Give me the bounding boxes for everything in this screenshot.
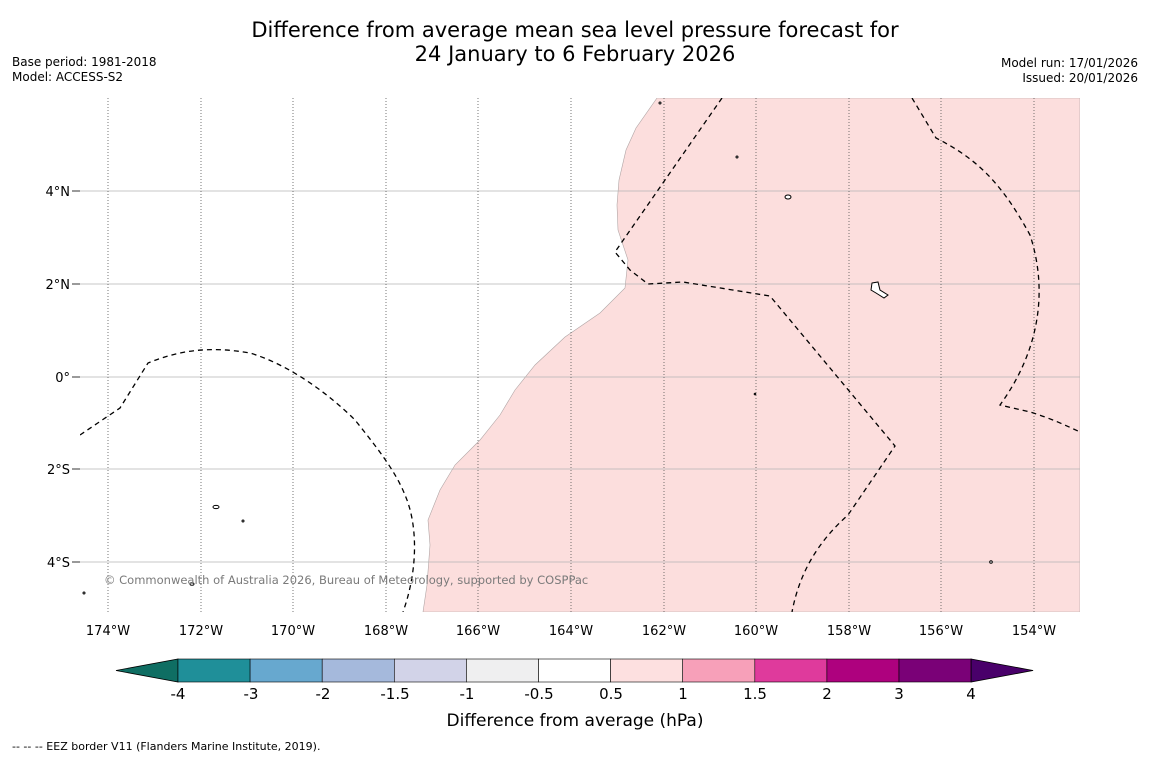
title-line-2: 24 January to 6 February 2026 bbox=[414, 42, 736, 66]
colorbar-segment bbox=[610, 658, 683, 683]
eez-border-north bbox=[614, 98, 896, 612]
colorbar-segment bbox=[826, 658, 900, 683]
colorbar-label: Difference from average (hPa) bbox=[447, 711, 704, 731]
model-run: Model run: 17/01/2026 bbox=[1000, 56, 1138, 70]
colorbar-segment bbox=[898, 658, 972, 683]
latitude-gridlines bbox=[80, 190, 1080, 563]
positive-anomaly-region bbox=[422, 98, 1080, 612]
island bbox=[870, 281, 889, 299]
colorbar-extension-low bbox=[115, 658, 179, 683]
colorbar-segment bbox=[321, 658, 395, 683]
eez-borders bbox=[80, 98, 1080, 612]
lon-label: 164°W bbox=[549, 624, 593, 639]
lat-label: 2°S bbox=[47, 463, 70, 478]
colorbar-tick-label: 1 bbox=[678, 685, 688, 703]
lat-label: 2°N bbox=[46, 278, 71, 293]
eez-border-west bbox=[80, 348, 416, 612]
colorbar-tick-label: 3 bbox=[894, 685, 904, 703]
lon-label: 162°W bbox=[642, 624, 686, 639]
colorbar-tick-label: -0.5 bbox=[524, 685, 553, 703]
colorbar-tick-label: -1 bbox=[460, 685, 475, 703]
lat-label: 0° bbox=[55, 371, 70, 386]
colorbar-segment bbox=[466, 658, 539, 683]
colorbar-tick-label: -3 bbox=[244, 685, 259, 703]
colorbar-tick-label: 0.5 bbox=[599, 685, 623, 703]
lon-label: 174°W bbox=[86, 624, 130, 639]
longitude-labels: 174°W 172°W 170°W 168°W 166°W 164°W 162°… bbox=[86, 624, 1056, 639]
eez-footnote: -- -- -- EEZ border V11 (Flanders Marine… bbox=[12, 740, 321, 753]
colorbar-segment bbox=[249, 658, 323, 683]
model-name: Model: ACCESS-S2 bbox=[12, 70, 124, 84]
map-area bbox=[80, 98, 1080, 612]
lon-label: 170°W bbox=[271, 624, 315, 639]
island bbox=[212, 504, 220, 510]
island bbox=[784, 194, 792, 200]
colorbar-tick-label: 4 bbox=[966, 685, 976, 703]
island bbox=[989, 560, 993, 564]
colorbar-segment bbox=[393, 658, 467, 683]
colorbar-segment bbox=[538, 658, 611, 683]
lon-label: 172°W bbox=[179, 624, 223, 639]
lon-label: 166°W bbox=[456, 624, 500, 639]
island bbox=[241, 519, 245, 523]
issued-date: Issued: 20/01/2026 bbox=[1022, 71, 1138, 85]
colorbar-tick-label: 2 bbox=[822, 685, 832, 703]
colorbar-tick-labels: -4 -3 -2 -1.5 -1 -0.5 0.5 1 1.5 2 3 4 bbox=[171, 685, 976, 703]
lat-label: 4°N bbox=[46, 185, 71, 200]
island bbox=[753, 392, 757, 396]
colorbar-tick-label: -2 bbox=[316, 685, 331, 703]
colorbar bbox=[115, 658, 1034, 683]
lon-label: 168°W bbox=[364, 624, 408, 639]
colorbar-tick-label: -4 bbox=[171, 685, 186, 703]
lon-label: 158°W bbox=[827, 624, 871, 639]
meta-left: Base period: 1981-2018 Model: ACCESS-S2 bbox=[12, 55, 157, 85]
lon-label: 156°W bbox=[919, 624, 963, 639]
eez-border-east bbox=[911, 98, 1080, 433]
meta-right: Model run: 17/01/2026 Issued: 20/01/2026 bbox=[1001, 56, 1138, 86]
colorbar-tick-label: 1.5 bbox=[743, 685, 767, 703]
colorbar-tick-label: -1.5 bbox=[380, 685, 409, 703]
colorbar-segment bbox=[754, 658, 828, 683]
islands bbox=[82, 101, 993, 595]
lon-label: 160°W bbox=[734, 624, 778, 639]
chart-title: Difference from average mean sea level p… bbox=[0, 18, 1150, 66]
lat-label: 4°S bbox=[47, 556, 70, 571]
colorbar-segment bbox=[177, 658, 251, 683]
island bbox=[82, 591, 86, 595]
island bbox=[735, 155, 739, 159]
island bbox=[189, 582, 195, 586]
island bbox=[658, 101, 662, 105]
title-line-1: Difference from average mean sea level p… bbox=[251, 18, 899, 42]
latitude-labels: 4°N 2°N 0° 2°S 4°S bbox=[46, 185, 80, 571]
colorbar-extension-high bbox=[970, 658, 1034, 683]
lon-label: 154°W bbox=[1012, 624, 1056, 639]
copyright-notice: © Commonwealth of Australia 2026, Bureau… bbox=[104, 573, 588, 587]
colorbar-segment bbox=[682, 658, 756, 683]
base-period: Base period: 1981-2018 bbox=[12, 55, 157, 69]
